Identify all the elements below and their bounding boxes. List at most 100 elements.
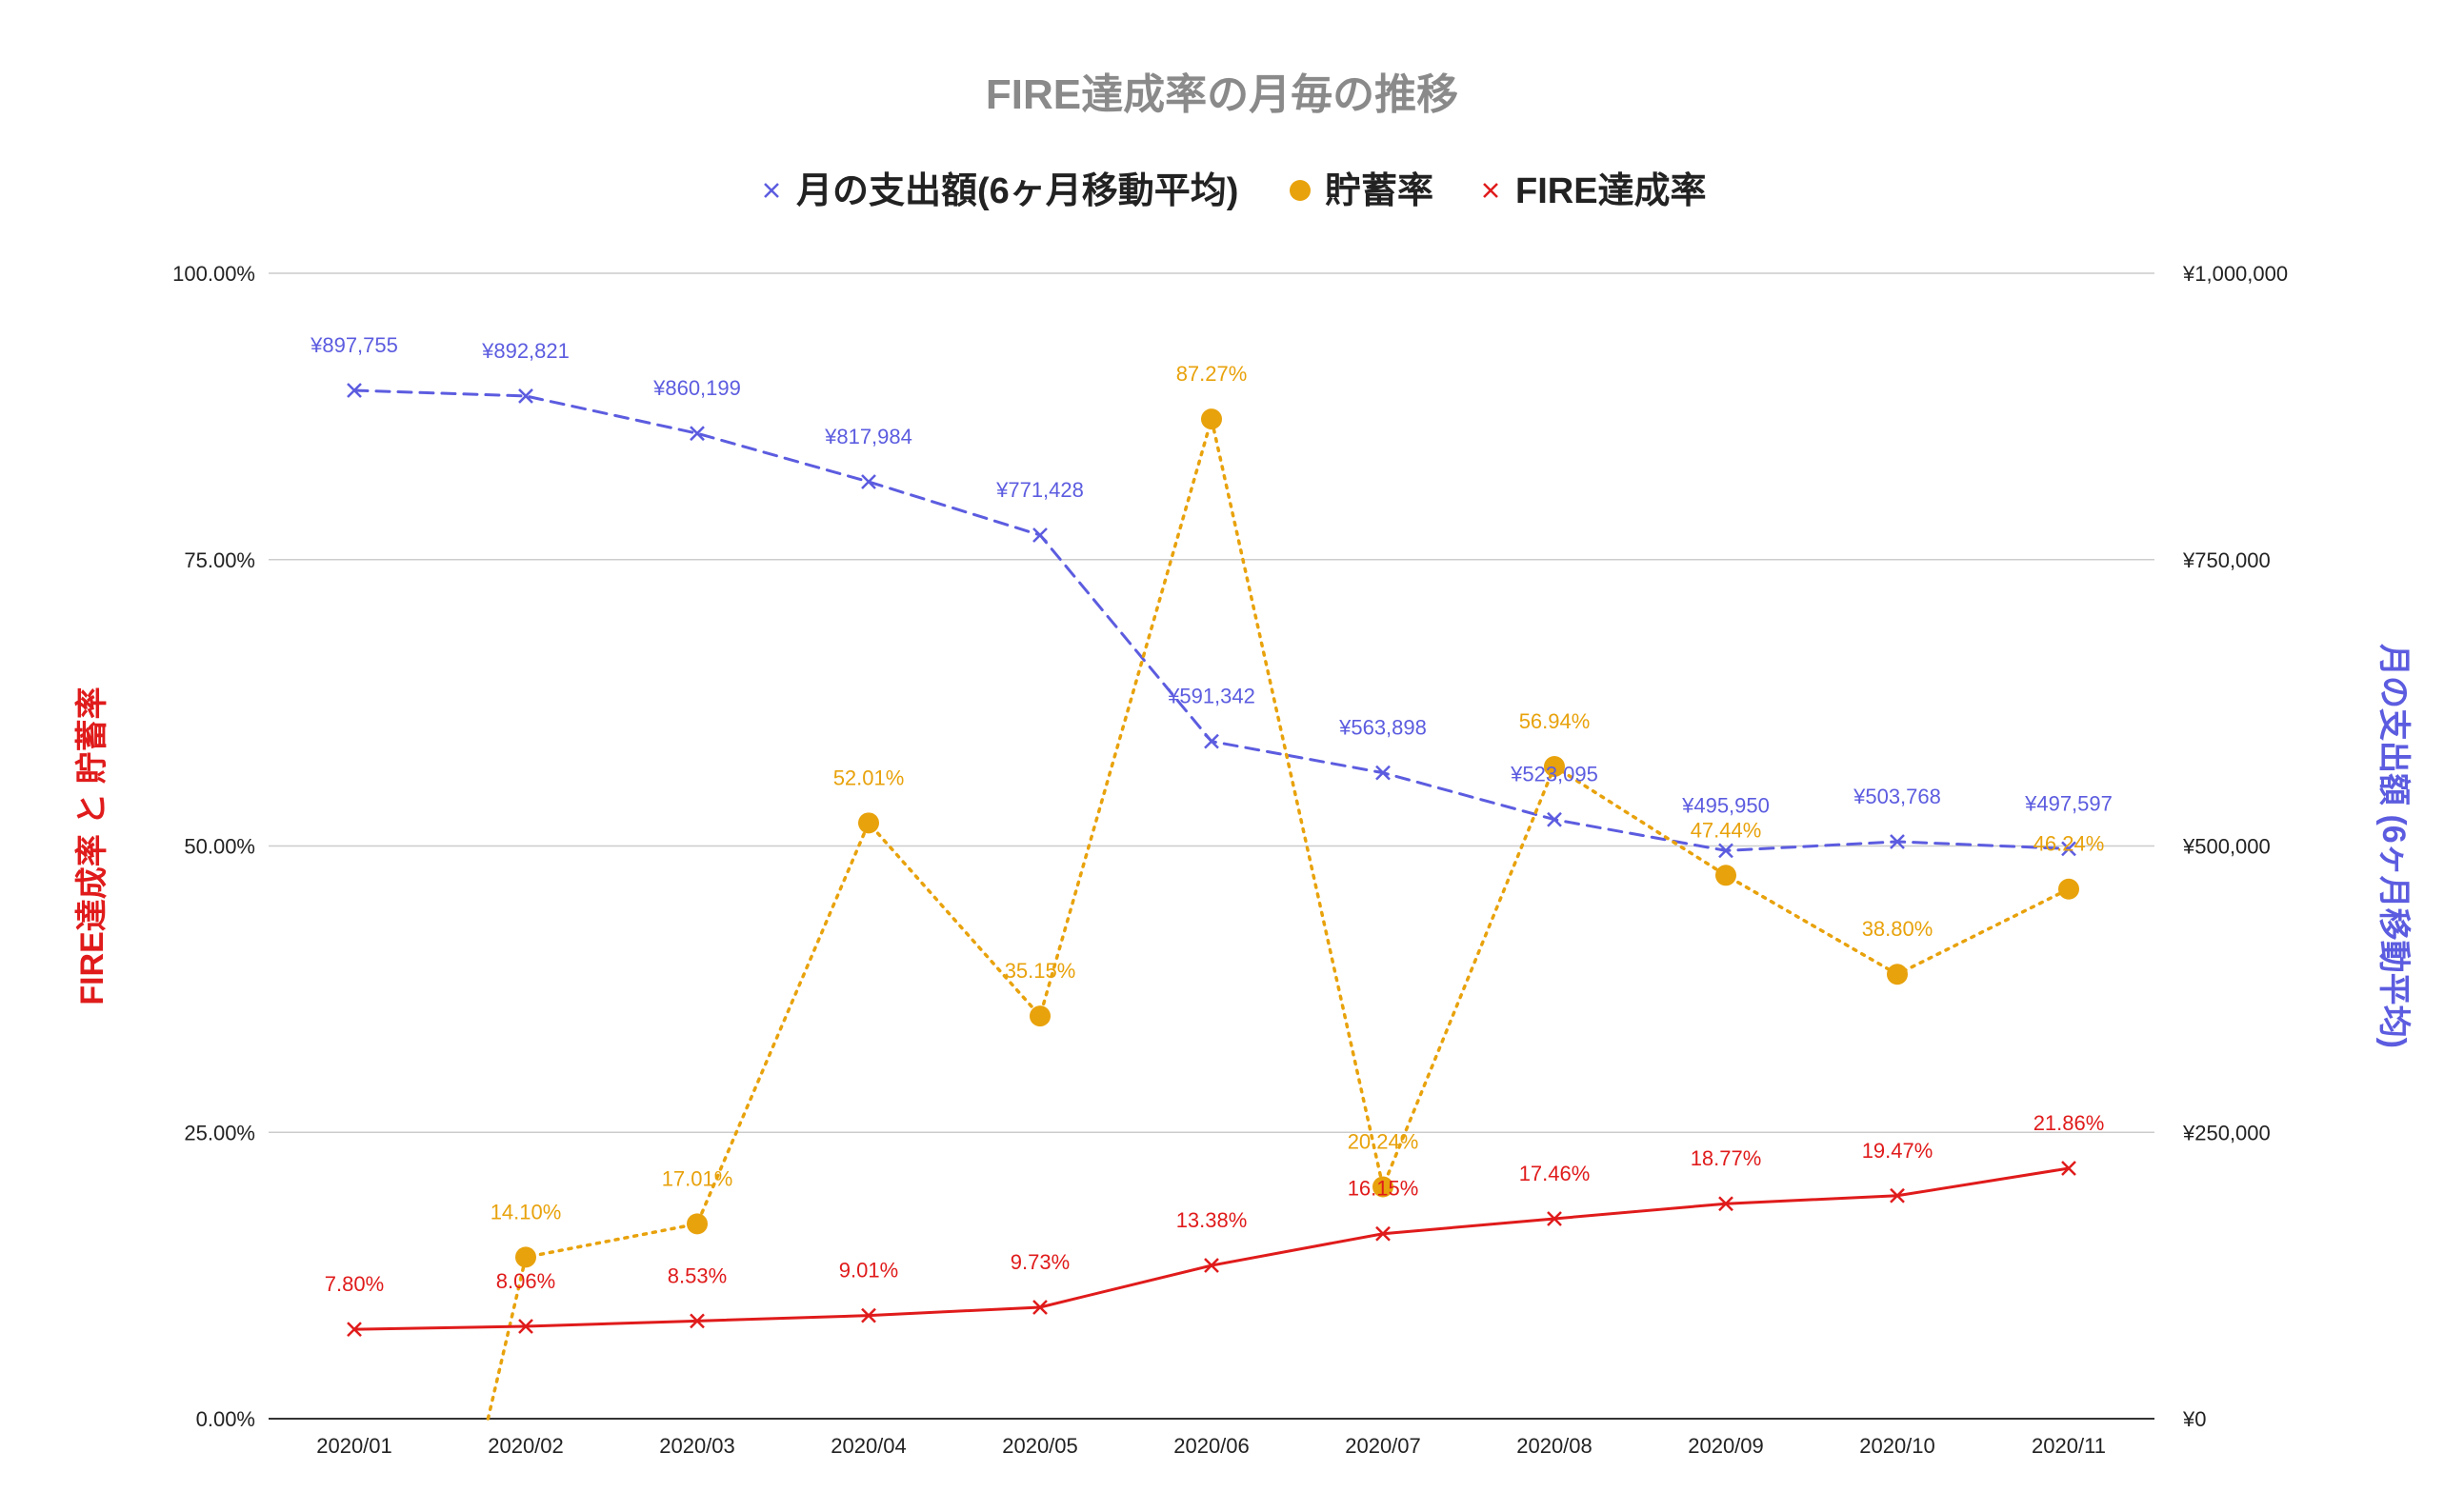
point-fire	[2061, 1161, 2076, 1176]
point-spending	[1204, 733, 1219, 749]
point-spending	[690, 426, 705, 442]
data-label-fire: 8.53%	[668, 1263, 727, 1287]
data-label-fire: 17.46%	[1519, 1162, 1591, 1185]
data-label-spending: ¥897,755	[310, 333, 398, 357]
data-label-fire: 21.86%	[2033, 1111, 2105, 1135]
point-spending	[1718, 843, 1733, 859]
x-tick-label: 2020/03	[659, 1434, 735, 1458]
point-spending	[1547, 811, 1562, 827]
x-tick-label: 2020/01	[316, 1434, 392, 1458]
data-label-savings: 46.24%	[2033, 832, 2105, 856]
chart-title: FIRE達成率の月毎の推移	[986, 71, 1458, 118]
data-label-fire: 19.47%	[1862, 1139, 1933, 1163]
point-spending	[2061, 841, 2076, 857]
legend-label-spending: 月の支出額(6ヶ月移動平均)	[796, 171, 1238, 211]
data-label-spending: ¥591,342	[1167, 685, 1255, 708]
point-fire	[1890, 1187, 1905, 1204]
right-tick-label: ¥250,000	[2182, 1121, 2271, 1144]
right-tick-label: ¥0	[2182, 1407, 2206, 1431]
legend-marker-fire	[1483, 183, 1498, 198]
x-tick-label: 2020/04	[831, 1434, 907, 1458]
x-tick-label: 2020/11	[2032, 1434, 2106, 1458]
data-label-spending: ¥817,984	[824, 425, 912, 448]
right-axis-title: 月の支出額 (6ヶ月移動平均)	[2375, 644, 2412, 1048]
point-fire	[690, 1313, 705, 1329]
data-label-spending: ¥860,199	[652, 376, 741, 400]
point-savings	[858, 812, 879, 834]
legend-marker-spending	[764, 183, 779, 198]
x-tick-label: 2020/08	[1516, 1434, 1593, 1458]
data-label-fire: 16.15%	[1348, 1177, 1419, 1201]
gridlines	[269, 272, 2154, 1420]
data-labels: ¥897,755 ¥892,821 ¥860,199 ¥817,984 ¥771,428…	[310, 333, 2113, 1296]
data-label-fire: 18.77%	[1691, 1146, 1762, 1170]
point-fire	[1547, 1211, 1562, 1226]
point-savings	[1715, 865, 1736, 886]
data-label-spending: ¥503,768	[1853, 785, 1941, 808]
x-tick-label: 2020/07	[1345, 1434, 1421, 1458]
data-label-fire: 7.80%	[325, 1272, 384, 1296]
point-savings	[515, 1246, 536, 1268]
data-label-fire: 9.73%	[1011, 1250, 1070, 1274]
point-savings	[1372, 1176, 1393, 1198]
data-label-fire: 8.06%	[496, 1269, 555, 1293]
point-spending	[861, 474, 876, 489]
data-label-savings: 38.80%	[1862, 917, 1933, 941]
x-tick-label: 2020/02	[488, 1434, 564, 1458]
point-fire	[1718, 1196, 1733, 1212]
right-tick-label: ¥500,000	[2182, 835, 2271, 859]
data-label-savings: 56.94%	[1519, 709, 1591, 733]
data-label-savings: 87.27%	[1176, 362, 1248, 386]
data-label-fire: 9.01%	[839, 1259, 898, 1283]
data-label-spending: ¥771,428	[995, 478, 1084, 502]
data-label-spending: ¥563,898	[1338, 716, 1427, 740]
point-fire	[1375, 1225, 1391, 1242]
left-tick-label: 100.00%	[172, 262, 255, 286]
legend-label-savings: 貯蓄率	[1325, 171, 1433, 211]
series-layer	[347, 383, 2079, 1421]
x-tick-label: 2020/05	[1002, 1434, 1078, 1458]
left-tick-label: 25.00%	[184, 1121, 255, 1144]
data-label-savings: 20.24%	[1348, 1130, 1419, 1154]
series-line-spending	[352, 388, 2071, 852]
point-savings	[2058, 878, 2079, 900]
right-tick-label: ¥750,000	[2182, 548, 2271, 572]
data-label-spending: ¥497,597	[2024, 791, 2113, 815]
point-fire	[1204, 1258, 1219, 1273]
point-fire	[1032, 1300, 1048, 1315]
data-label-spending: ¥523,095	[1510, 763, 1598, 786]
right-tick-label: ¥1,000,000	[2182, 262, 2288, 286]
x-tick-label: 2020/06	[1173, 1434, 1250, 1458]
data-label-savings: 47.44%	[1691, 818, 1762, 842]
data-label-spending: ¥892,821	[481, 339, 570, 363]
data-label-savings: 17.01%	[662, 1166, 733, 1190]
data-label-spending: ¥495,950	[1681, 793, 1770, 817]
point-fire	[347, 1322, 362, 1338]
point-fire	[518, 1319, 533, 1334]
point-spending	[1890, 834, 1905, 849]
data-label-fire: 13.38%	[1176, 1208, 1248, 1232]
point-spending	[347, 383, 362, 398]
point-savings	[687, 1213, 708, 1235]
point-savings	[1201, 408, 1222, 430]
series-line-fire	[352, 1166, 2071, 1331]
data-label-savings: 52.01%	[833, 766, 905, 789]
legend-marker-savings	[1290, 180, 1311, 201]
x-tick-label: 2020/09	[1688, 1434, 1764, 1458]
left-tick-label: 75.00%	[184, 548, 255, 572]
left-tick-label: 0.00%	[196, 1407, 255, 1431]
data-label-savings: 35.15%	[1005, 959, 1076, 983]
point-spending	[1375, 765, 1391, 781]
point-savings	[1544, 756, 1565, 778]
data-label-savings: 14.10%	[491, 1200, 562, 1224]
legend-label-fire: FIRE達成率	[1515, 171, 1707, 211]
left-tick-label: 50.00%	[184, 835, 255, 859]
point-spending	[1032, 527, 1048, 543]
point-savings	[1030, 1005, 1051, 1027]
point-fire	[861, 1307, 876, 1323]
x-axis-ticks: 2020/01 2020/02 2020/03 2020/04 2020/05 2020/…	[316, 1434, 2106, 1458]
point-spending	[518, 388, 533, 404]
left-axis-title: FIRE達成率 と 貯蓄率	[74, 686, 110, 1005]
